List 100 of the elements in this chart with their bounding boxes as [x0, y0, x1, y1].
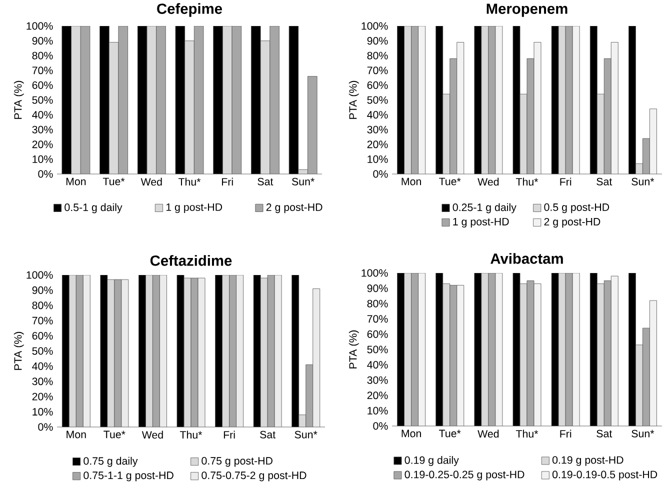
x-tick-label: Fri [222, 178, 233, 186]
x-tick-label: Thu* [516, 430, 538, 438]
bar [71, 26, 81, 174]
x-tick-label: Sat [596, 178, 612, 186]
legend-label: 0.75 g post-HD [202, 457, 272, 467]
bar [442, 284, 450, 426]
y-tick-label: 70% [32, 66, 53, 74]
legend-label: 0.75-0.75-2 g post-HD [202, 472, 306, 482]
x-tick-label: Wed [478, 178, 499, 186]
legend-label: 1 g post-HD [166, 203, 222, 214]
bar [175, 26, 186, 174]
y-tick-label: 30% [367, 376, 388, 384]
y-tick-label: 100% [26, 22, 53, 30]
bar [232, 26, 242, 174]
bar [236, 274, 244, 427]
y-tick-label: 50% [367, 96, 388, 104]
bar [312, 288, 320, 427]
bar [270, 26, 280, 174]
y-tick-label: 90% [367, 37, 388, 45]
y-tick-label: 30% [32, 126, 53, 134]
y-tick-label: 10% [32, 155, 53, 163]
x-tick-label: Fri [560, 178, 572, 186]
y-tick-label: 20% [32, 392, 53, 400]
x-tick-label: Sun* [292, 178, 314, 186]
legend-label: 1 g post-HD [453, 218, 509, 228]
bar [222, 26, 232, 174]
bar [62, 26, 72, 174]
chart-title: Ceftazidime [150, 255, 232, 266]
bar [108, 42, 119, 174]
y-tick-label: 50% [32, 347, 53, 355]
y-tick-label: 90% [32, 286, 53, 294]
bar [636, 344, 643, 426]
x-tick-label: Fri [560, 430, 572, 438]
y-tick-label: 0% [38, 170, 53, 178]
x-tick-label: Wed [142, 430, 163, 439]
bar [156, 26, 166, 174]
y-tick-label: 0% [373, 422, 388, 430]
bar [251, 26, 261, 174]
y-axis-title: PTA (%) [348, 330, 359, 368]
y-tick-label: 20% [367, 392, 388, 400]
x-tick-label: Sat [260, 430, 276, 438]
y-tick-label: 30% [367, 126, 388, 134]
y-tick-label: 100% [26, 271, 53, 279]
x-tick-label: Sun* [632, 178, 654, 186]
legend-label: 0.75-1-1 g post-HD [84, 472, 174, 482]
y-tick-label: 10% [368, 155, 388, 163]
y-axis-title: PTA (%) [14, 332, 24, 370]
bar [194, 26, 204, 174]
x-tick-label: Sun* [632, 430, 654, 438]
legend-label: 2 g post-HD [544, 218, 600, 228]
y-tick-label: 10% [32, 408, 53, 416]
legend-label: 0.19 g post-HD [552, 456, 624, 466]
x-tick-label: Tue* [439, 178, 461, 186]
legend-label: 0.19-0.19-0.5 post-HD [552, 470, 658, 480]
x-tick-label: Wed [140, 178, 162, 186]
y-tick-label: 20% [367, 140, 388, 148]
y-tick-label: 70% [32, 316, 53, 324]
x-tick-label: Tue* [102, 178, 125, 186]
y-tick-label: 0% [373, 170, 388, 178]
y-tick-label: 30% [32, 378, 53, 386]
y-tick-label: 70% [367, 315, 388, 323]
bar [596, 94, 604, 174]
y-tick-label: 100% [362, 269, 388, 277]
y-tick-label: 80% [32, 302, 53, 310]
x-tick-label: Mon [66, 178, 86, 186]
x-tick-label: Mon [402, 178, 421, 186]
bar [118, 26, 128, 174]
bar [404, 26, 412, 174]
bar [82, 274, 90, 427]
x-tick-label: Fri [224, 430, 235, 439]
y-tick-label: 40% [367, 361, 388, 369]
bar [100, 26, 110, 174]
legend-label: 0.5-1 g daily [64, 203, 122, 214]
legend-label: 0.25-1 g daily [452, 203, 516, 214]
y-tick-label: 80% [367, 300, 388, 308]
bar [146, 26, 157, 174]
x-tick-label: Wed [478, 430, 499, 438]
x-tick-label: Thu* [516, 178, 538, 186]
bar [288, 26, 299, 174]
y-tick-label: 40% [32, 111, 53, 119]
legend-label: 0.19-0.25-0.25 g post-HD [404, 470, 524, 480]
legend-label: 2 g post-HD [266, 203, 322, 214]
y-tick-label: 60% [367, 330, 388, 338]
y-tick-label: 80% [32, 52, 53, 60]
y-tick-label: 100% [362, 22, 388, 30]
chart-title: Meropenem [486, 4, 568, 17]
y-axis-title: PTA (%) [14, 80, 24, 119]
legend-label: 0.75 g daily [84, 456, 138, 467]
chart-title: Avibactam [490, 253, 563, 264]
x-tick-label: Thu* [180, 430, 202, 439]
x-tick-label: Tue* [439, 430, 461, 438]
y-tick-label: 60% [367, 81, 388, 89]
y-tick-label: 90% [367, 284, 388, 292]
bar [184, 40, 194, 174]
x-tick-label: Sun* [294, 430, 318, 438]
y-tick-label: 50% [367, 346, 388, 354]
legend-label: 0.5 g post-HD [544, 203, 610, 214]
bar [160, 274, 167, 427]
y-tick-label: 0% [38, 423, 53, 431]
legend-label: 0.19 g daily [404, 456, 459, 466]
